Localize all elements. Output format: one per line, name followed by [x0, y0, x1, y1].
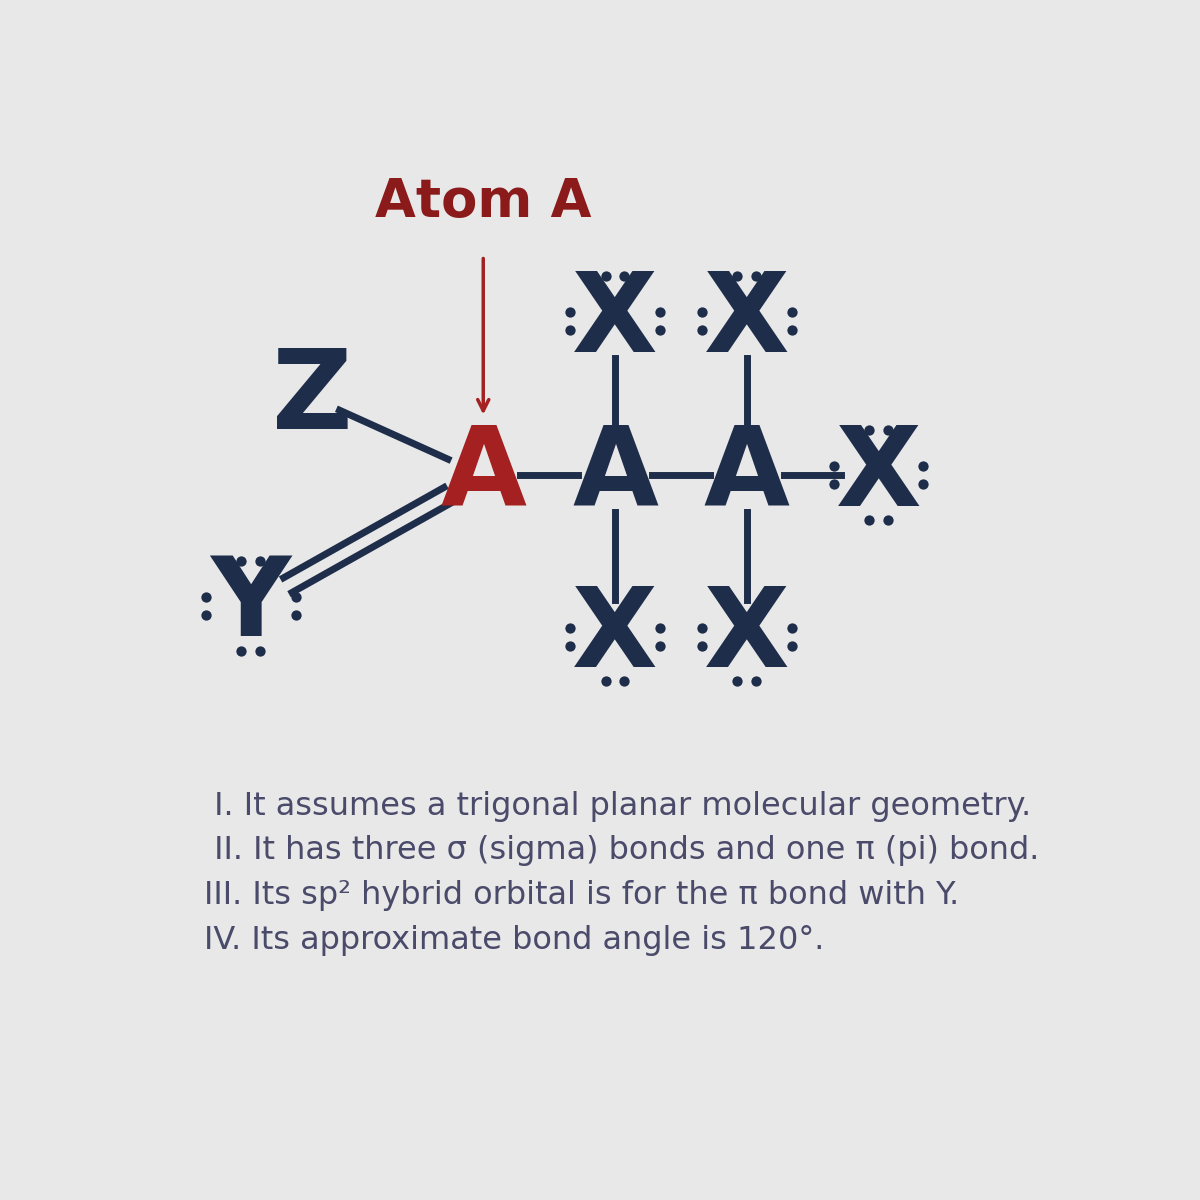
Point: [197, 606, 216, 625]
Point: [692, 618, 712, 637]
Point: [914, 475, 934, 494]
Point: [782, 618, 802, 637]
Point: [251, 552, 270, 571]
Point: [286, 606, 305, 625]
Point: [746, 266, 766, 286]
Point: [859, 421, 878, 440]
Point: [859, 510, 878, 529]
Point: [650, 618, 670, 637]
Point: [782, 302, 802, 322]
Point: [914, 456, 934, 475]
Point: [824, 475, 844, 494]
Text: IV. Its approximate bond angle is 120°.: IV. Its approximate bond angle is 120°.: [204, 925, 824, 955]
Point: [232, 552, 251, 571]
Point: [728, 672, 748, 691]
Point: [692, 636, 712, 655]
Point: [728, 266, 748, 286]
Point: [782, 320, 802, 340]
Point: [560, 320, 580, 340]
Point: [596, 266, 616, 286]
Point: [782, 636, 802, 655]
Point: [650, 320, 670, 340]
Text: X: X: [835, 421, 922, 528]
Text: Y: Y: [210, 552, 290, 660]
Text: X: X: [572, 583, 658, 690]
Point: [560, 302, 580, 322]
Point: [614, 266, 634, 286]
Text: X: X: [704, 583, 790, 690]
Point: [286, 587, 305, 606]
Point: [692, 302, 712, 322]
Text: A: A: [572, 421, 658, 528]
Point: [746, 672, 766, 691]
Point: [824, 456, 844, 475]
Point: [560, 618, 580, 637]
Point: [232, 641, 251, 660]
Point: [878, 421, 898, 440]
Point: [650, 636, 670, 655]
Text: III. Its sp² hybrid orbital is for the π bond with Y.: III. Its sp² hybrid orbital is for the π…: [204, 880, 960, 911]
Text: X: X: [572, 268, 658, 374]
Text: X: X: [704, 268, 790, 374]
Point: [878, 510, 898, 529]
Point: [197, 587, 216, 606]
Point: [596, 672, 616, 691]
Text: A: A: [703, 421, 790, 528]
Point: [614, 672, 634, 691]
Text: Atom A: Atom A: [374, 175, 592, 228]
Point: [560, 636, 580, 655]
Text: Z: Z: [272, 344, 353, 451]
Text: II. It has three σ (sigma) bonds and one π (pi) bond.: II. It has three σ (sigma) bonds and one…: [204, 835, 1039, 866]
Point: [692, 320, 712, 340]
Text: A: A: [440, 421, 527, 528]
Point: [650, 302, 670, 322]
Point: [251, 641, 270, 660]
Text: I. It assumes a trigonal planar molecular geometry.: I. It assumes a trigonal planar molecula…: [204, 791, 1032, 822]
